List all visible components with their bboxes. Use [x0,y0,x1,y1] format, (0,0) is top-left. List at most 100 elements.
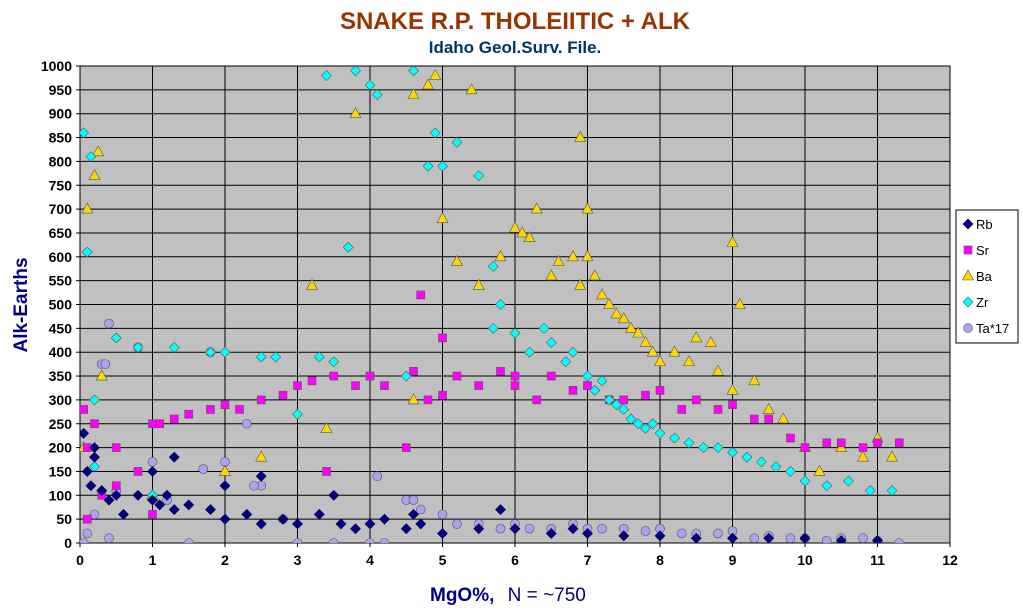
data-point-rb [161,489,173,501]
data-point-rb [545,528,557,539]
data-point-sr [148,510,157,519]
legend-label-zr: Zr [976,295,989,310]
data-point-zr [371,89,383,101]
x-tick-label: 5 [439,552,447,568]
chart-title: SNAKE R.P. THOLEIITIC + ALK [340,8,691,35]
data-point-zr [821,480,833,492]
data-point-sr [148,419,157,429]
data-point-sr [568,386,578,395]
data-point-sr [858,443,868,452]
data-point-ba [668,345,681,357]
data-point-sr [380,381,389,390]
y-tick-label: 950 [49,82,73,98]
data-point-ba [653,355,667,367]
data-point-zr [422,160,434,172]
data-point-rb [567,523,579,535]
data-point-zr [741,451,753,463]
data-point-zr [313,351,325,363]
data-point-ba [552,254,565,266]
data-point-zr [611,399,622,411]
data-point-sr [416,290,426,300]
legend-label-rb: Rb [976,217,993,232]
data-point-zr [603,394,615,406]
data-point-sr [532,395,542,405]
data-point-sr [82,514,92,524]
data-point-ba [545,269,558,281]
y-tick-label: 50 [56,511,72,527]
legend-marker-ta-17 [963,323,973,333]
data-point-sr [691,395,701,405]
data-point-ta-17 [328,538,339,543]
data-point-zr [292,408,303,420]
data-point-ba [472,278,485,290]
data-point-ta-17 [524,523,535,534]
data-point-sr [111,443,121,452]
x-axis-title: MgO%, N = ~750 [430,585,586,606]
data-point-zr [618,404,630,415]
data-point-sr [713,405,723,414]
data-point-ba [218,464,232,476]
data-point-ba [885,450,899,462]
data-point-zr [669,432,680,444]
data-point-rb [350,523,361,535]
data-point-zr [509,327,521,339]
x-tick-label: 6 [511,552,519,568]
data-point-ba [421,78,435,90]
x-axis-ticks: 0 1 2 3 4 5 6 7 8 9 10 11 12 [76,543,958,568]
y-tick-label: 550 [49,273,73,289]
y-axis-title: Alk-Earths [11,257,32,352]
data-point-ba [574,130,587,142]
data-point-rb [103,494,115,506]
data-point-rb [799,532,811,543]
x-axis-label: MgO%, [430,585,494,606]
data-point-rb [872,535,883,543]
data-point-sr [546,371,556,381]
data-point-zr [632,418,644,430]
data-point-sr [822,438,832,448]
data-point-zr [654,427,666,439]
data-point-ba [639,336,652,347]
data-point-zr [647,418,659,430]
data-point-zr [785,466,796,477]
x-tick-label: 12 [942,552,958,568]
data-point-zr [582,370,593,382]
data-point-ta-17 [372,471,383,482]
data-point-zr [89,394,100,406]
data-point-rb [328,489,340,501]
data-point-rb [147,466,158,477]
data-point-zr [799,475,811,487]
data-point-rb [408,508,419,520]
data-point-sr [786,433,795,443]
data-point-ba [610,307,623,319]
data-point-sr [728,400,737,409]
data-point-ba [429,68,442,80]
data-point-ba [682,355,696,367]
data-point-zr [770,461,782,473]
data-point-ta-17 [100,359,111,369]
y-tick-label: 700 [49,201,73,217]
data-point-zr [400,370,412,382]
data-point-zr [589,384,601,396]
y-tick-label: 800 [49,153,73,169]
data-point-rb [727,532,738,543]
data-point-sr [641,390,650,400]
data-point-rb [147,494,158,506]
data-point-ba [726,235,739,247]
data-point-rb [219,513,231,525]
data-point-sr [423,395,433,405]
legend-label-sr: Sr [976,243,990,258]
y-tick-label: 0 [64,535,72,551]
data-point-zr [429,127,441,139]
data-point-zr [342,241,354,253]
data-point-ba [450,254,464,266]
x-axis-note: N = ~750 [508,585,586,606]
data-point-ba [508,221,522,233]
data-point-ta-17 [104,318,114,329]
data-point-ba [856,450,870,462]
data-point-ta-17 [183,538,194,543]
data-point-ta-17 [894,538,905,543]
data-point-rb [509,523,521,535]
data-point-ba [704,336,717,347]
data-point-sr [278,390,288,400]
data-point-rb [241,508,253,520]
